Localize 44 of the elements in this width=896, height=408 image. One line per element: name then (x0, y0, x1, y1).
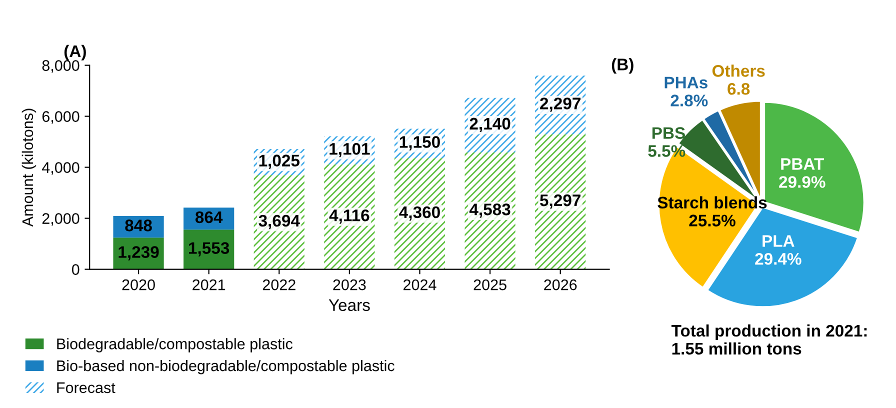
data-label: 4,583 (469, 204, 510, 218)
data-label: 1,553 (189, 242, 230, 256)
y-tick-label: 4,000 (42, 162, 80, 175)
y-tick-label: 0 (72, 264, 80, 275)
x-tick-label: 2021 (192, 279, 226, 290)
data-label: 29.9% (779, 176, 826, 188)
slice-label: PBS (652, 127, 685, 139)
data-label: 25.5% (689, 214, 736, 226)
x-tick-label: 2024 (404, 279, 436, 290)
text: Total production in 2021: 1.55 million tons (671, 324, 867, 355)
y-tick-label: 2,000 (42, 213, 80, 226)
data-label: 4,360 (399, 206, 440, 221)
y-tick-label: 8,000 (42, 60, 80, 73)
slice-label: PBAT (781, 158, 824, 170)
data-label: 1,239 (118, 246, 159, 260)
data-label: 2,140 (470, 118, 510, 132)
x-axis-title: Years (328, 299, 370, 312)
data-label: 5,297 (540, 194, 580, 209)
legend-label: Biodegradable/compostable plastic (57, 338, 293, 352)
data-label: 6.8 (728, 82, 750, 95)
chart-title: (A) (64, 44, 86, 60)
data-label: 29.4% (755, 253, 802, 265)
x-tick-label: 2026 (544, 279, 577, 290)
legend-label: Bio-based non-biodegradable/compostable plastic (57, 360, 394, 374)
legend-label: Forecast (57, 382, 116, 394)
y-axis-title: Amount (kilotons) (22, 108, 36, 227)
y-tick-label: 6,000 (42, 111, 80, 124)
slice-label: PHAs (664, 76, 708, 88)
x-tick-label: 2020 (122, 279, 155, 290)
data-label: 1,025 (259, 154, 300, 169)
data-label: 848 (125, 220, 152, 232)
x-tick-label: 2023 (333, 279, 366, 290)
data-label: 1,150 (400, 136, 440, 150)
data-label: 2.8% (670, 94, 708, 106)
slice-label: PLA (762, 235, 794, 247)
x-tick-label: 2025 (474, 279, 506, 290)
slice-label: Others (712, 64, 765, 77)
data-label: 4,116 (329, 209, 370, 224)
data-label: 3,694 (258, 214, 300, 230)
data-label: 864 (195, 211, 223, 224)
x-tick-label: 2022 (262, 279, 296, 290)
data-label: 2,297 (540, 98, 580, 112)
data-label: 1,101 (330, 142, 370, 158)
chart-title: (B) (612, 58, 634, 74)
